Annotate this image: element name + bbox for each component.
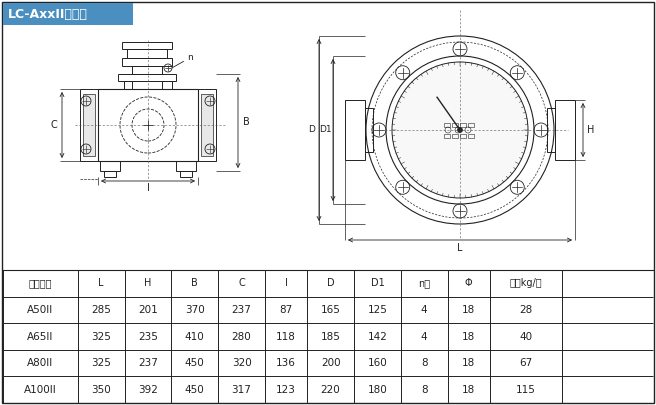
Text: A100II: A100II xyxy=(24,385,57,395)
Bar xyxy=(180,171,192,177)
Text: A65II: A65II xyxy=(27,332,54,341)
Text: 325: 325 xyxy=(91,358,111,368)
Text: C: C xyxy=(238,278,245,288)
Bar xyxy=(345,100,365,160)
Text: 185: 185 xyxy=(321,332,340,341)
Text: D: D xyxy=(308,126,316,134)
Text: 450: 450 xyxy=(185,385,205,395)
Bar xyxy=(176,161,196,171)
Text: B: B xyxy=(243,117,249,127)
Text: D: D xyxy=(327,278,335,288)
Circle shape xyxy=(457,128,462,132)
Bar xyxy=(547,108,555,152)
Bar xyxy=(104,171,116,177)
Text: 350: 350 xyxy=(91,385,111,395)
Text: 280: 280 xyxy=(232,332,251,341)
Text: 392: 392 xyxy=(138,385,158,395)
Text: 235: 235 xyxy=(138,332,158,341)
Bar xyxy=(80,89,98,161)
Text: 8: 8 xyxy=(421,358,428,368)
Text: 公称通径: 公称通径 xyxy=(29,278,52,288)
Text: 180: 180 xyxy=(367,385,387,395)
Text: 136: 136 xyxy=(276,358,296,368)
Text: 67: 67 xyxy=(520,358,533,368)
Text: 8: 8 xyxy=(421,385,428,395)
Bar xyxy=(132,81,162,89)
Text: D1: D1 xyxy=(371,278,384,288)
Text: 410: 410 xyxy=(185,332,205,341)
Bar xyxy=(198,89,216,161)
Bar xyxy=(127,49,167,58)
Text: 重量kg/台: 重量kg/台 xyxy=(510,278,543,288)
Text: 40: 40 xyxy=(520,332,533,341)
Text: 325: 325 xyxy=(91,332,111,341)
Text: A50II: A50II xyxy=(28,305,54,315)
Bar xyxy=(452,134,458,138)
Bar xyxy=(118,74,176,81)
Text: 18: 18 xyxy=(462,385,476,395)
Text: I: I xyxy=(285,278,287,288)
Text: 142: 142 xyxy=(367,332,387,341)
Text: 285: 285 xyxy=(91,305,111,315)
Bar xyxy=(468,134,474,138)
Text: 160: 160 xyxy=(367,358,387,368)
Text: 201: 201 xyxy=(138,305,158,315)
Text: 115: 115 xyxy=(516,385,536,395)
Text: 118: 118 xyxy=(276,332,296,341)
Text: L: L xyxy=(457,243,462,253)
Text: 220: 220 xyxy=(321,385,340,395)
Text: 450: 450 xyxy=(185,358,205,368)
Text: C: C xyxy=(51,120,57,130)
Text: Φ: Φ xyxy=(465,278,472,288)
Bar xyxy=(83,94,95,156)
Text: 237: 237 xyxy=(232,305,251,315)
Text: 237: 237 xyxy=(138,358,158,368)
Bar xyxy=(444,123,450,127)
Text: 4: 4 xyxy=(421,332,428,341)
Text: B: B xyxy=(192,278,198,288)
Text: H: H xyxy=(144,278,152,288)
Text: 200: 200 xyxy=(321,358,340,368)
Bar xyxy=(460,123,466,127)
Text: 165: 165 xyxy=(321,305,340,315)
Bar xyxy=(122,58,172,66)
Bar xyxy=(444,134,450,138)
Text: n: n xyxy=(187,53,193,62)
Text: 28: 28 xyxy=(520,305,533,315)
Text: 317: 317 xyxy=(232,385,251,395)
Bar xyxy=(365,108,373,152)
Bar xyxy=(3,3,133,25)
Text: LC-AxxII型轻型: LC-AxxII型轻型 xyxy=(8,8,88,21)
Text: A80II: A80II xyxy=(28,358,54,368)
Bar xyxy=(124,81,172,89)
Circle shape xyxy=(392,62,528,198)
Text: 18: 18 xyxy=(462,358,476,368)
Bar xyxy=(98,89,198,161)
Text: D1: D1 xyxy=(319,126,331,134)
Bar xyxy=(468,123,474,127)
Text: 123: 123 xyxy=(276,385,296,395)
Bar xyxy=(100,161,120,171)
Bar xyxy=(452,123,458,127)
Text: 320: 320 xyxy=(232,358,251,368)
Text: 125: 125 xyxy=(367,305,387,315)
Bar xyxy=(460,134,466,138)
Text: 87: 87 xyxy=(279,305,293,315)
Text: 18: 18 xyxy=(462,332,476,341)
Text: 18: 18 xyxy=(462,305,476,315)
Text: H: H xyxy=(587,125,595,135)
Bar xyxy=(122,42,172,49)
Text: 370: 370 xyxy=(185,305,205,315)
Bar xyxy=(132,66,162,74)
Text: I: I xyxy=(146,183,150,193)
Text: n个: n个 xyxy=(418,278,430,288)
Text: 4: 4 xyxy=(421,305,428,315)
Bar xyxy=(201,94,213,156)
Text: L: L xyxy=(98,278,104,288)
Bar xyxy=(555,100,575,160)
